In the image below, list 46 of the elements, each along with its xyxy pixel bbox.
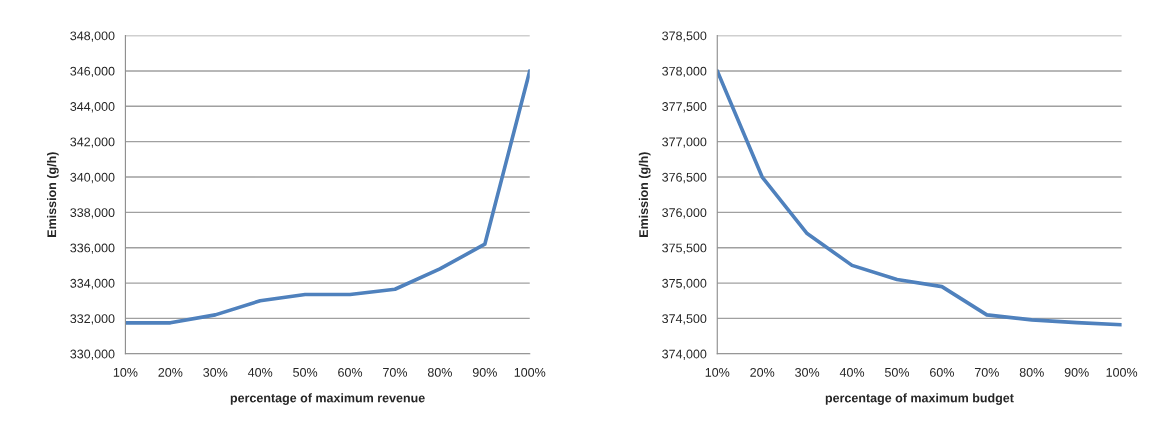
x-tick-label: 40% [839, 367, 865, 377]
x-tick-label: 80% [427, 367, 452, 377]
x-tick-label: 70% [974, 367, 999, 377]
y-tick-label: 330,000 [70, 349, 115, 360]
x-tick-label: 100% [1106, 367, 1138, 377]
x-axis-title: percentage of maximum budget [825, 393, 1014, 405]
y-tick-label: 374,000 [662, 349, 707, 360]
x-tick-label: 80% [1019, 367, 1044, 377]
line-series [717, 69, 1122, 327]
y-tick-label: 376,500 [662, 172, 707, 184]
x-tick-label: 10% [705, 367, 730, 377]
x-tick-label: 100% [514, 367, 546, 377]
x-tick-label: 90% [472, 367, 497, 377]
x-tick-label: 30% [203, 367, 228, 377]
y-tick-label: 378,500 [662, 31, 707, 42]
y-tick-label: 340,000 [70, 172, 115, 184]
y-tick-label: 374,500 [662, 314, 707, 325]
y-tick-label: 375,500 [662, 243, 707, 254]
x-axis-title: percentage of maximum revenue [230, 393, 425, 405]
y-tick-label: 334,000 [70, 278, 115, 290]
y-tick-label: 344,000 [70, 102, 115, 113]
x-tick-label: 30% [795, 367, 820, 377]
y-tick-label: 377,000 [662, 137, 707, 148]
y-axis-title: Emission (g/h) [46, 152, 59, 237]
y-tick-label: 378,000 [662, 66, 707, 78]
y-tick-label: 346,000 [70, 66, 115, 78]
y-tick-label: 375,000 [662, 278, 707, 290]
y-tick-label: 342,000 [70, 137, 115, 148]
y-tick-label: 332,000 [70, 314, 115, 325]
x-tick-label: 20% [750, 367, 775, 377]
line-series [125, 69, 530, 325]
y-tick-label: 377,500 [662, 102, 707, 113]
x-tick-label: 60% [338, 367, 363, 377]
y-tick-label: 336,000 [70, 243, 115, 254]
x-tick-label: 50% [293, 367, 318, 377]
y-tick-label: 338,000 [70, 208, 115, 219]
x-tick-label: 40% [247, 367, 273, 377]
y-tick-label: 348,000 [70, 31, 115, 42]
x-tick-label: 10% [113, 367, 138, 377]
x-tick-label: 70% [383, 367, 408, 377]
x-tick-label: 60% [930, 367, 954, 377]
x-tick-label: 50% [884, 367, 910, 377]
y-tick-label: 376,000 [662, 208, 707, 219]
x-tick-label: 90% [1064, 367, 1089, 377]
y-axis-title: Emission (g/h) [638, 152, 651, 237]
x-tick-label: 20% [158, 367, 183, 377]
